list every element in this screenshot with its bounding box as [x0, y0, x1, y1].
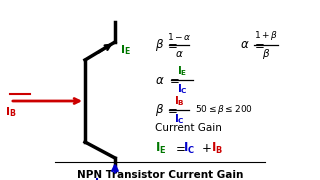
Text: $\mathbf{I_E}$: $\mathbf{I_E}$ [120, 43, 131, 57]
Text: $=$: $=$ [252, 39, 265, 51]
Text: $\mathbf{I_C}$: $\mathbf{I_C}$ [177, 82, 188, 96]
Text: $\alpha$: $\alpha$ [240, 39, 250, 51]
Text: $\beta$: $\beta$ [155, 37, 164, 53]
Text: NPN Transistor Current Gain: NPN Transistor Current Gain [77, 170, 243, 180]
Text: Current Gain: Current Gain [155, 123, 222, 133]
Text: $50 \leq \beta \leq 200$: $50 \leq \beta \leq 200$ [195, 103, 253, 116]
Text: $\mathbf{I}_\mathbf{E}$: $\mathbf{I}_\mathbf{E}$ [155, 140, 166, 156]
Text: $=$: $=$ [167, 73, 180, 87]
Text: $1 - \alpha$: $1 - \alpha$ [167, 30, 191, 42]
Text: $1 + \beta$: $1 + \beta$ [254, 30, 278, 42]
Text: $\mathbf{I_C}$: $\mathbf{I_C}$ [94, 176, 106, 180]
Text: $\mathbf{I_E}$: $\mathbf{I_E}$ [177, 64, 187, 78]
Text: $\beta$: $\beta$ [155, 102, 164, 118]
Text: $\mathbf{I_B}$: $\mathbf{I_B}$ [5, 105, 17, 119]
Text: $+$: $+$ [201, 141, 212, 154]
Text: $\mathbf{I_B}$: $\mathbf{I_B}$ [173, 94, 184, 108]
Text: $\mathbf{I}_\mathbf{C}$: $\mathbf{I}_\mathbf{C}$ [183, 140, 195, 156]
Text: $\mathbf{I_C}$: $\mathbf{I_C}$ [173, 112, 184, 126]
Text: $\beta$: $\beta$ [262, 47, 270, 61]
Text: $\alpha$: $\alpha$ [155, 73, 164, 87]
Text: $\mathbf{I}_\mathbf{B}$: $\mathbf{I}_\mathbf{B}$ [211, 140, 223, 156]
Text: $\alpha$: $\alpha$ [175, 49, 183, 59]
Text: $=$: $=$ [165, 39, 178, 51]
Text: $=$: $=$ [165, 103, 178, 116]
Text: $=$: $=$ [173, 141, 186, 154]
